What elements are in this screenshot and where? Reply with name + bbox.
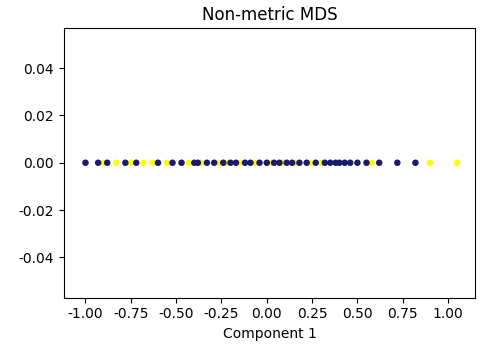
Point bbox=[353, 160, 361, 166]
Point bbox=[346, 160, 354, 166]
Point bbox=[321, 160, 329, 166]
Point bbox=[303, 160, 311, 166]
Point bbox=[127, 160, 135, 166]
Point bbox=[246, 160, 254, 166]
Point bbox=[295, 160, 303, 166]
Point bbox=[335, 160, 343, 166]
Title: Non-metric MDS: Non-metric MDS bbox=[202, 6, 337, 24]
Point bbox=[241, 160, 249, 166]
Point bbox=[185, 160, 193, 166]
Point bbox=[317, 160, 325, 166]
Point bbox=[223, 160, 231, 166]
Point bbox=[412, 160, 419, 166]
Point bbox=[210, 160, 218, 166]
Point bbox=[306, 160, 314, 166]
Point bbox=[283, 160, 291, 166]
Point bbox=[226, 160, 234, 166]
X-axis label: Component 1: Component 1 bbox=[222, 327, 317, 341]
Point bbox=[122, 160, 129, 166]
Point bbox=[81, 160, 89, 166]
Point bbox=[393, 160, 401, 166]
Point bbox=[326, 160, 334, 166]
Point bbox=[94, 160, 102, 166]
Point bbox=[169, 160, 176, 166]
Point bbox=[312, 160, 319, 166]
Point bbox=[178, 160, 186, 166]
Point bbox=[203, 160, 211, 166]
Point bbox=[236, 160, 244, 166]
Point bbox=[426, 160, 434, 166]
Point bbox=[363, 160, 370, 166]
Point bbox=[275, 160, 283, 166]
Point bbox=[190, 160, 198, 166]
Point bbox=[163, 160, 171, 166]
Point bbox=[332, 160, 340, 166]
Point bbox=[220, 160, 227, 166]
Point bbox=[194, 160, 202, 166]
Point bbox=[341, 160, 349, 166]
Point bbox=[453, 160, 461, 166]
Point bbox=[270, 160, 278, 166]
Point bbox=[279, 160, 287, 166]
Point bbox=[103, 160, 111, 166]
Point bbox=[232, 160, 240, 166]
Point bbox=[288, 160, 296, 166]
Point bbox=[263, 160, 270, 166]
Point bbox=[112, 160, 120, 166]
Point bbox=[99, 160, 107, 166]
Point bbox=[256, 160, 264, 166]
Point bbox=[154, 160, 162, 166]
Point bbox=[375, 160, 383, 166]
Point bbox=[250, 160, 258, 166]
Point bbox=[292, 160, 300, 166]
Point bbox=[216, 160, 223, 166]
Point bbox=[267, 160, 274, 166]
Point bbox=[148, 160, 156, 166]
Point bbox=[132, 160, 140, 166]
Point bbox=[197, 160, 205, 166]
Point bbox=[368, 160, 376, 166]
Point bbox=[140, 160, 147, 166]
